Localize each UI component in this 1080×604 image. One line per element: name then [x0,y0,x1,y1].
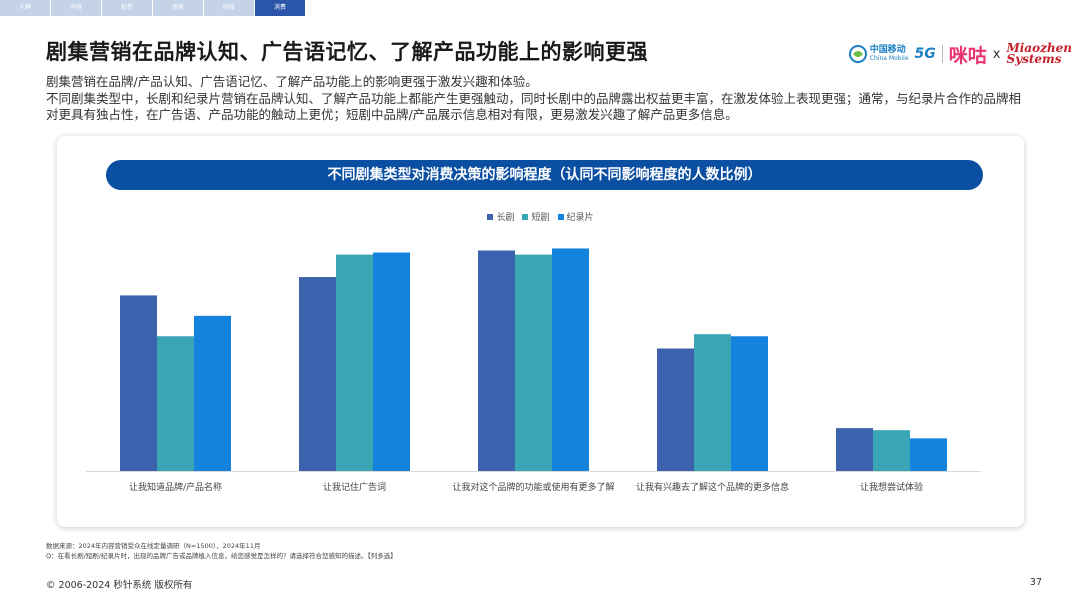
page-number: 37 [1029,577,1042,588]
bar-chart: 让我知道品牌/产品名称 让我记住广告词 让我对这个品牌的功能或使用有更多了解 让我有兴… [86,248,981,493]
footnote-question: Q：在看长剧/短剧/纪录片时，出现的品牌广告或品牌植入信息，给您感觉是怎样的？请… [46,552,397,560]
legend-item: 短剧 [522,210,550,223]
miaozhen-line2: Systems [1006,52,1062,66]
bar-纪录片-0 [194,315,231,471]
x-tick-label: 让我记住广告词 [323,481,386,493]
legend-label: 纪录片 [566,213,594,223]
miaozhen-line1: Miaozhen [1006,40,1072,55]
subtitle-line-2: 不同剧集类型中，长剧和纪录片营销在品牌认知、了解产品功能上都能产生更强触动，同时… [46,90,1022,123]
chart-legend: 长剧 短剧 纪录片 [57,210,1024,223]
legend-label: 短剧 [531,213,550,223]
partner-logos: 中国移动 China Mobile 5G 咪咕 x Miaozhen Syste… [848,36,1072,72]
tab-1[interactable]: 内容 [51,0,101,16]
x-tick-label: 让我对这个品牌的功能或使用有更多了解 [452,481,614,493]
subtitle-line-1: 剧集营销在品牌/产品认知、广告语记忆、了解产品功能上的影响更强于激发兴趣和体验。 [46,74,538,89]
footnote-source: 数据来源：2024年内容营销受众在线定量调研（N=1500），2024年11月 [46,542,261,550]
chart-card: 不同剧集类型对消费决策的影响程度（认同不同影响程度的人数比例） 长剧 短剧 纪录片 … [57,136,1024,527]
china-mobile-mark-icon [848,45,867,63]
legend-swatch [522,213,529,220]
bar-长剧-3 [657,348,694,471]
logo-divider [941,45,943,63]
china-mobile-logo: 中国移动 China Mobile [848,45,909,63]
bar-短剧-1 [336,254,373,471]
legend-swatch [557,213,564,220]
legend-label: 长剧 [496,213,515,223]
bar-长剧-0 [120,295,157,471]
chart-title: 不同剧集类型对消费决策的影响程度（认同不同影响程度的人数比例） [106,160,983,190]
legend-item: 纪录片 [557,210,594,223]
china-mobile-en: China Mobile [869,55,909,62]
bar-纪录片-2 [552,248,589,471]
china-mobile-cn: 中国移动 [869,45,906,55]
copyright: © 2006-2024 秒针系统 版权所有 [46,580,193,591]
bar-短剧-4 [873,430,910,471]
legend-item: 长剧 [487,210,514,223]
5g-logo: 5G [914,46,936,62]
bar-短剧-3 [694,334,731,471]
bar-纪录片-1 [373,252,410,471]
bar-长剧-4 [836,428,873,471]
bar-长剧-2 [478,250,515,471]
x-tick-label: 让我知道品牌/产品名称 [129,481,222,493]
x-tick-label: 让我想尝试体验 [860,481,923,493]
bar-短剧-0 [157,336,194,471]
subtitle: 剧集营销在品牌/产品认知、广告语记忆、了解产品功能上的影响更强于激发兴趣和体验。… [46,74,1031,124]
tab-5[interactable]: 消费 [255,0,305,16]
top-nav-tabs: 人群 内容 粘性 场景 时段 消费 [0,0,306,16]
tab-2[interactable]: 粘性 [102,0,152,16]
bar-短剧-2 [515,254,552,471]
tab-4[interactable]: 时段 [204,0,254,16]
bar-长剧-1 [299,277,336,471]
page-title: 剧集营销在品牌认知、广告语记忆、了解产品功能上的影响更强 [46,40,648,64]
miaozhen-logo: Miaozhen Systems [1006,40,1072,66]
migu-logo: 咪咕 [948,44,987,67]
tab-3[interactable]: 场景 [153,0,203,16]
tab-0[interactable]: 人群 [0,0,50,16]
bar-纪录片-3 [731,336,768,471]
logo-times: x [992,46,1001,62]
x-tick-label: 让我有兴趣去了解这个品牌的更多信息 [636,481,789,493]
bar-纪录片-4 [910,438,947,471]
legend-swatch [487,213,494,220]
